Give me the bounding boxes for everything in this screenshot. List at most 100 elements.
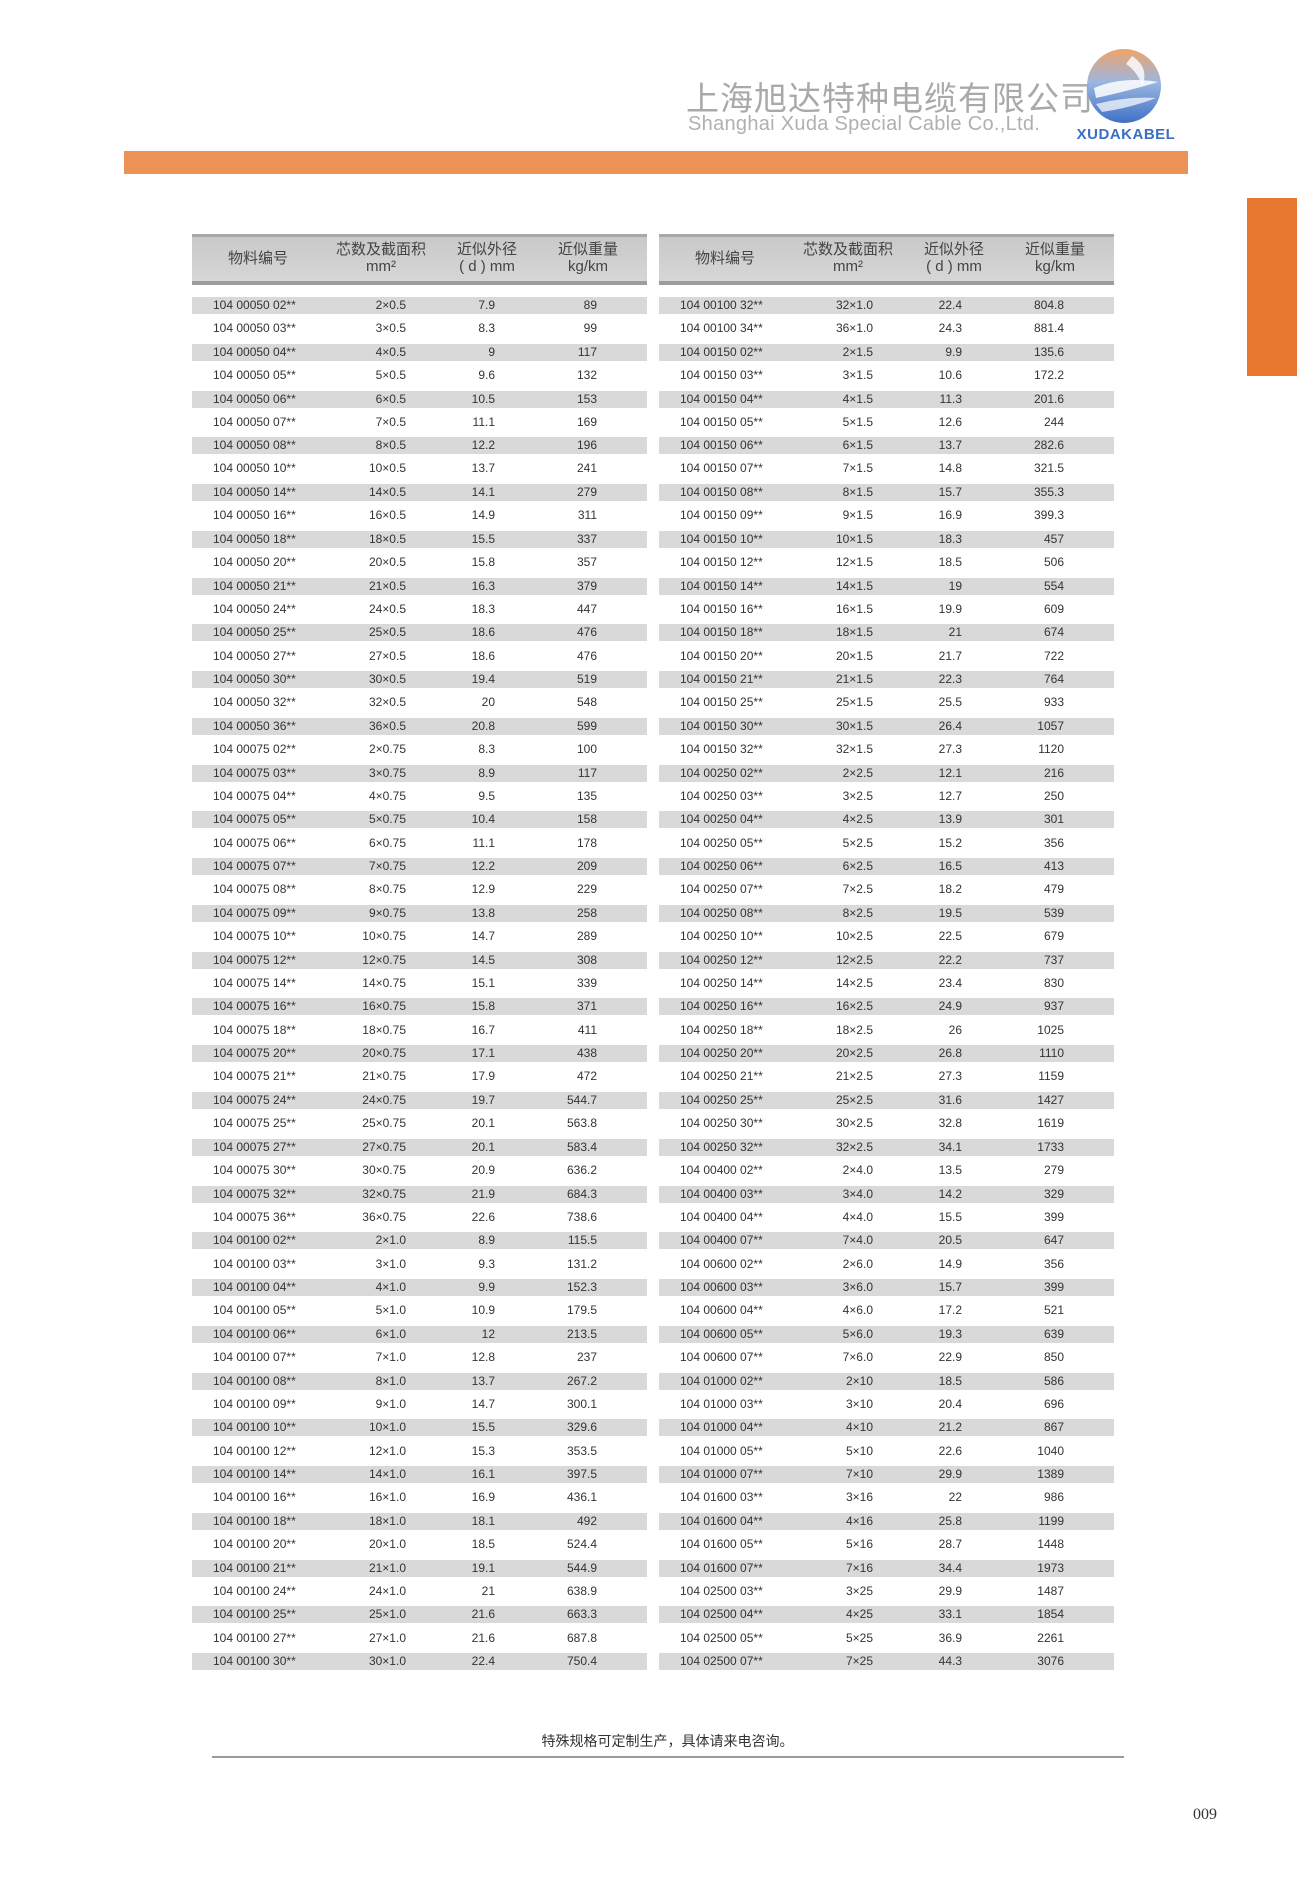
cell-code: 104 00150 06** <box>680 438 763 453</box>
cell-spec: 36×0.5 <box>368 718 406 733</box>
cell-weight: 355.3 <box>1033 485 1064 500</box>
cell-weight: 357 <box>576 555 597 570</box>
cell-code: 104 01600 05** <box>680 1537 763 1552</box>
table-row: 104 00100 14** 14×1.0 16.1 397.5 <box>192 1466 647 1484</box>
cell-weight: 258 <box>576 905 597 920</box>
cell-spec: 4×6.0 <box>842 1303 873 1318</box>
cell-weight: 521 <box>1043 1303 1064 1318</box>
cell-weight: 399 <box>1043 1280 1064 1295</box>
table-row: 104 00075 16** 16×0.75 15.8 371 <box>192 998 647 1016</box>
cell-diameter: 8.9 <box>478 1233 495 1248</box>
cell-code: 104 00250 16** <box>680 999 763 1014</box>
cell-spec: 25×2.5 <box>835 1093 873 1108</box>
table-row: 104 01600 05** 5×16 28.7 1448 <box>659 1533 1114 1556</box>
header-diameter-label: 近似外径 <box>456 241 518 258</box>
cell-weight: 117 <box>577 344 597 359</box>
table-row: 104 00150 30** 30×1.5 26.4 1057 <box>659 717 1114 735</box>
cell-code: 104 00100 03** <box>213 1256 296 1271</box>
table-row: 104 01600 04** 4×16 25.8 1199 <box>659 1512 1114 1530</box>
table-row: 104 00150 07** 7×1.5 14.8 321.5 <box>659 457 1114 480</box>
cell-diameter: 44.3 <box>938 1654 962 1669</box>
cell-diameter: 22.4 <box>471 1654 495 1669</box>
table-row: 104 00050 25** 25×0.5 18.6 476 <box>192 624 647 642</box>
cell-weight: 472 <box>576 1069 597 1084</box>
cell-spec: 21×1.5 <box>835 672 873 687</box>
cell-weight: 237 <box>576 1350 597 1365</box>
cell-diameter: 22.3 <box>938 672 962 687</box>
cell-weight: 544.7 <box>566 1093 597 1108</box>
cell-code: 104 00075 18** <box>213 1022 296 1037</box>
table-row: 104 00250 16** 16×2.5 24.9 937 <box>659 998 1114 1016</box>
cell-diameter: 21.6 <box>471 1630 495 1645</box>
cell-code: 104 00075 06** <box>213 835 296 850</box>
cell-weight: 636.2 <box>566 1162 597 1177</box>
cell-weight: 209 <box>576 859 597 874</box>
cell-code: 104 02500 05** <box>680 1630 763 1645</box>
cell-code: 104 00100 20** <box>213 1537 296 1552</box>
table-row: 104 00050 05** 5×0.5 9.6 132 <box>192 364 647 387</box>
cell-diameter: 10.4 <box>471 812 495 827</box>
cell-code: 104 00150 30** <box>680 718 763 733</box>
cell-weight: 213.5 <box>566 1326 597 1341</box>
cell-spec: 6×2.5 <box>842 859 873 874</box>
cell-spec: 32×0.75 <box>362 1186 406 1201</box>
cell-weight: 830 <box>1043 975 1064 990</box>
cell-spec: 30×0.75 <box>362 1162 406 1177</box>
table-row: 104 02500 05** 5×25 36.9 2261 <box>659 1627 1114 1650</box>
table-row: 104 00150 16** 16×1.5 19.9 609 <box>659 598 1114 621</box>
cell-code: 104 00150 21** <box>680 672 763 687</box>
cell-weight: 638.9 <box>566 1583 597 1598</box>
cell-code: 104 00250 21** <box>680 1069 763 1084</box>
cell-spec: 16×0.75 <box>362 999 406 1014</box>
cell-weight: 586 <box>1043 1373 1064 1388</box>
cell-weight: 937 <box>1043 999 1064 1014</box>
table-row: 104 00075 03** 3×0.75 8.9 117 <box>192 764 647 782</box>
cell-spec: 2×10 <box>845 1373 873 1388</box>
cell-weight: 169 <box>576 414 597 429</box>
cell-code: 104 00100 08** <box>213 1373 296 1388</box>
cell-spec: 12×1.0 <box>368 1443 406 1458</box>
cell-code: 104 00050 14** <box>213 485 296 500</box>
cell-diameter: 11.1 <box>472 835 495 850</box>
header-diameter-unit: ( d ) mm <box>926 258 982 275</box>
cell-code: 104 00150 12** <box>680 555 763 570</box>
cell-weight: 933 <box>1043 695 1064 710</box>
cell-spec: 4×4.0 <box>842 1209 873 1224</box>
cell-code: 104 00100 16** <box>213 1490 296 1505</box>
cell-code: 104 00075 10** <box>213 929 296 944</box>
cell-spec: 3×4.0 <box>842 1186 873 1201</box>
cell-diameter: 14.9 <box>938 1256 962 1271</box>
cell-spec: 14×0.5 <box>368 485 406 500</box>
table-row: 104 00100 12** 12×1.0 15.3 353.5 <box>192 1440 647 1463</box>
cell-code: 104 00600 04** <box>680 1303 763 1318</box>
cell-weight: 329.6 <box>566 1420 597 1435</box>
cell-weight: 356 <box>1043 835 1064 850</box>
cell-diameter: 14.9 <box>471 508 495 523</box>
table-row: 104 00075 21** 21×0.75 17.9 472 <box>192 1065 647 1088</box>
cell-diameter: 21.7 <box>938 648 962 663</box>
header-orange-bar <box>124 151 1188 174</box>
cell-diameter: 26.8 <box>938 1046 962 1061</box>
table-row: 104 00100 05** 5×1.0 10.9 179.5 <box>192 1299 647 1322</box>
cell-spec: 3×0.75 <box>368 765 406 780</box>
cell-weight: 986 <box>1043 1490 1064 1505</box>
cell-weight: 399 <box>1043 1209 1064 1224</box>
cell-weight: 647 <box>1043 1233 1064 1248</box>
header-diameter-label: 近似外径 <box>923 241 985 258</box>
table-row: 104 00150 10** 10×1.5 18.3 457 <box>659 530 1114 548</box>
cell-diameter: 19.9 <box>938 601 962 616</box>
cable-spec-table-right: 物料编号 芯数及截面积 mm² 近似外径( d ) mm 近似重量 kg/km 10… <box>659 234 1114 1673</box>
cell-code: 104 00050 36** <box>213 718 296 733</box>
cell-weight: 117 <box>577 765 597 780</box>
cell-diameter: 11.1 <box>472 414 495 429</box>
cell-diameter: 21.9 <box>471 1186 495 1201</box>
cell-spec: 3×25 <box>845 1583 873 1598</box>
header-diameter-unit: ( d ) mm <box>459 258 515 275</box>
cell-weight: 216 <box>1043 765 1064 780</box>
table-row: 104 00250 10** 10×2.5 22.5 679 <box>659 925 1114 948</box>
cell-weight: 881.4 <box>1033 321 1064 336</box>
table-row: 104 00400 04** 4×4.0 15.5 399 <box>659 1206 1114 1229</box>
table-row: 104 00600 02** 2×6.0 14.9 356 <box>659 1253 1114 1276</box>
cell-diameter: 29.9 <box>938 1467 962 1482</box>
cell-weight: 397.5 <box>566 1467 597 1482</box>
